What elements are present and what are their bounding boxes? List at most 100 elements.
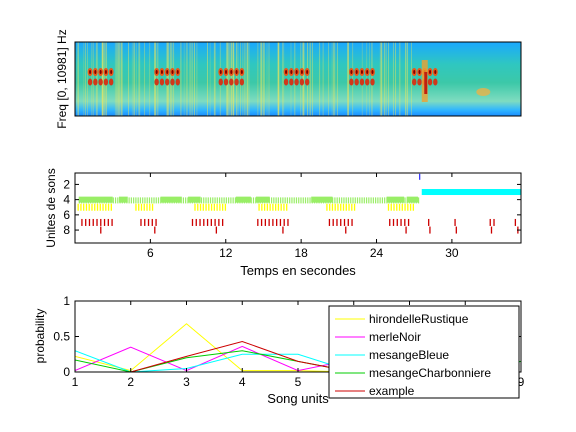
spectrogram-burst xyxy=(434,70,437,74)
unit-tick xyxy=(353,203,356,211)
spectrogram-burst xyxy=(160,70,163,74)
unit-tick xyxy=(228,197,230,204)
spectrogram-streak xyxy=(263,42,265,116)
spectrogram-streak xyxy=(411,42,412,116)
unit-tick xyxy=(210,203,213,211)
unit-tick xyxy=(85,203,88,211)
unit-tick xyxy=(255,197,257,204)
unit-tick xyxy=(269,203,271,211)
unit-tick xyxy=(248,197,250,204)
unit-point xyxy=(282,226,284,234)
unit-tick xyxy=(103,218,106,226)
unit-tick xyxy=(454,218,456,226)
probability-panel: 12345678900.51 Song units probability hi… xyxy=(33,294,525,406)
unit-tick xyxy=(336,197,338,204)
spectrogram-burst xyxy=(171,70,174,74)
unit-tick xyxy=(351,218,353,226)
unit-tick xyxy=(340,218,342,226)
spectrogram-burst xyxy=(366,70,369,74)
spectrogram-burst xyxy=(365,78,370,86)
unit-tick xyxy=(328,218,331,226)
unit-tick xyxy=(318,197,320,204)
unit-tick xyxy=(345,197,347,204)
spectrogram-burst xyxy=(235,70,238,74)
unit-tick xyxy=(340,203,342,211)
unit-tick xyxy=(270,197,273,204)
unit-tick xyxy=(363,197,365,204)
unit-tick xyxy=(329,203,331,211)
unit-tick xyxy=(261,197,264,204)
spectrogram-burst xyxy=(294,78,299,86)
spectrogram-streak xyxy=(407,42,409,116)
unit-tick xyxy=(275,197,277,204)
spectrogram-streak xyxy=(170,42,172,116)
unit-point xyxy=(215,226,218,234)
spectrogram-burst xyxy=(295,70,298,74)
spectrogram-burst xyxy=(240,70,243,74)
unit-tick xyxy=(208,203,210,211)
unit-tick xyxy=(107,218,109,226)
unit-tick xyxy=(107,203,110,211)
spectrogram-streak xyxy=(244,42,246,116)
probability-ytick-label: 0.5 xyxy=(53,330,70,344)
unit-tick xyxy=(266,203,269,211)
spectrogram-burst xyxy=(104,70,107,74)
probability-ylabel: probability xyxy=(33,309,47,364)
spectrogram-energy xyxy=(77,42,491,116)
unit-tick xyxy=(123,197,126,204)
unit-tick xyxy=(194,197,196,204)
spectrogram-streak xyxy=(308,42,310,116)
unit-tick xyxy=(143,203,145,211)
spectrogram-streak xyxy=(128,42,129,116)
unit-tick xyxy=(250,197,252,204)
spectrogram-burst xyxy=(412,78,417,86)
unit-tick xyxy=(343,197,345,204)
spectrogram-streak xyxy=(77,42,79,116)
unit-tick xyxy=(311,197,313,204)
spectrogram-streak xyxy=(381,42,383,116)
spectrogram-streak xyxy=(91,42,93,116)
spectrogram-streak xyxy=(120,42,122,116)
unit-tick xyxy=(404,218,406,226)
spectrogram-burst xyxy=(304,78,310,86)
legend-box xyxy=(328,305,520,399)
unit-tick xyxy=(91,203,93,211)
spectrogram-streak xyxy=(245,42,247,116)
unit-tick xyxy=(126,197,128,204)
units-xtick-label: 24 xyxy=(370,246,384,260)
unit-tick xyxy=(81,197,83,204)
unit-tick xyxy=(396,203,398,211)
spectrogram-burst xyxy=(225,70,228,74)
unit-tick xyxy=(415,197,417,204)
spectrogram-burst xyxy=(159,78,165,86)
spectrogram-burst xyxy=(103,78,109,86)
unit-segment xyxy=(160,196,182,203)
spectrogram-streak xyxy=(334,42,336,116)
unit-point xyxy=(405,226,407,234)
unit-tick xyxy=(268,218,270,226)
unit-tick xyxy=(140,218,142,226)
unit-tick xyxy=(386,197,388,204)
unit-tick xyxy=(411,197,413,204)
spectrogram-burst xyxy=(99,70,102,74)
unit-tick xyxy=(279,218,282,226)
unit-tick xyxy=(128,197,130,204)
unit-tick xyxy=(375,197,377,204)
probability-xtick-label: 3 xyxy=(183,375,190,389)
spectrogram-burst xyxy=(230,70,233,74)
unit-tick xyxy=(213,203,215,211)
spectrogram-streak xyxy=(310,42,312,116)
spectrogram-burst xyxy=(350,70,353,74)
spectrogram-streak xyxy=(395,42,397,116)
spectrogram-streak xyxy=(246,42,248,116)
unit-tick xyxy=(221,218,224,226)
unit-tick xyxy=(96,218,98,226)
unit-tick xyxy=(289,197,291,204)
probability-xtick-label: 9 xyxy=(518,375,525,389)
unit-tick xyxy=(111,218,113,226)
spectrogram-streak xyxy=(194,42,196,116)
unit-tick xyxy=(400,218,402,226)
legend-label: mesangeBleue xyxy=(369,348,449,362)
spectrogram-streak xyxy=(168,42,170,116)
unit-tick xyxy=(327,197,329,204)
